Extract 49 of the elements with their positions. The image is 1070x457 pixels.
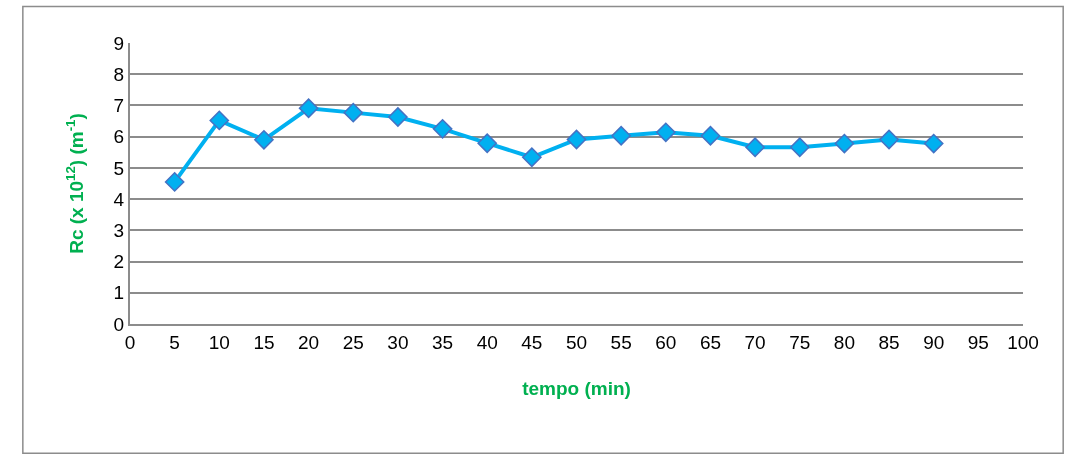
x-tick-label: 75 <box>789 331 811 353</box>
x-tick-label: 90 <box>923 331 945 353</box>
x-tick-label: 5 <box>169 331 180 353</box>
y-tick-label: 8 <box>113 63 125 85</box>
x-tick-label: 65 <box>699 331 722 353</box>
x-tick-label: 15 <box>253 331 275 353</box>
point <box>343 102 364 123</box>
y-tick-label: 7 <box>113 95 125 117</box>
x-axis-title: tempo (min) <box>522 378 631 400</box>
x-tick-label: 50 <box>565 331 588 353</box>
y-tick-label: 0 <box>113 313 125 335</box>
y-tick-label: 9 <box>113 32 125 54</box>
y-tick-label: 3 <box>113 219 125 241</box>
x-tick-label: 10 <box>208 331 230 353</box>
y-tick-label: 2 <box>113 251 125 273</box>
x-tick-label: 40 <box>476 331 498 353</box>
point <box>879 129 899 150</box>
point <box>522 147 542 168</box>
x-tick-label: 45 <box>521 331 543 353</box>
x-tick-label: 20 <box>298 331 320 353</box>
point <box>164 172 185 192</box>
point <box>834 133 855 154</box>
y-tick-label: 6 <box>113 126 125 148</box>
point <box>298 98 319 119</box>
point <box>432 119 453 139</box>
x-tick-label: 85 <box>878 331 900 353</box>
x-tick-label: 35 <box>431 331 454 353</box>
point <box>700 125 721 146</box>
point <box>477 133 498 154</box>
y-tick-label: 4 <box>113 188 125 210</box>
point <box>209 110 230 131</box>
x-tick-label: 55 <box>610 331 632 353</box>
y-tick-label: 1 <box>113 282 125 304</box>
y-tick-label: 5 <box>113 157 125 179</box>
point <box>388 107 408 127</box>
point <box>254 129 274 150</box>
x-tick-label: 95 <box>967 331 989 353</box>
point <box>611 125 631 146</box>
point <box>745 137 765 158</box>
point <box>655 122 676 143</box>
x-tick-label: 60 <box>655 331 677 353</box>
x-tick-label: 25 <box>342 331 364 353</box>
x-tick-label: 70 <box>744 331 766 353</box>
x-tick-label: 30 <box>387 331 409 353</box>
point <box>923 133 944 154</box>
point <box>789 137 810 158</box>
point <box>566 129 587 150</box>
x-tick-label: 100 <box>1007 331 1039 353</box>
x-tick-label: 80 <box>833 331 855 353</box>
